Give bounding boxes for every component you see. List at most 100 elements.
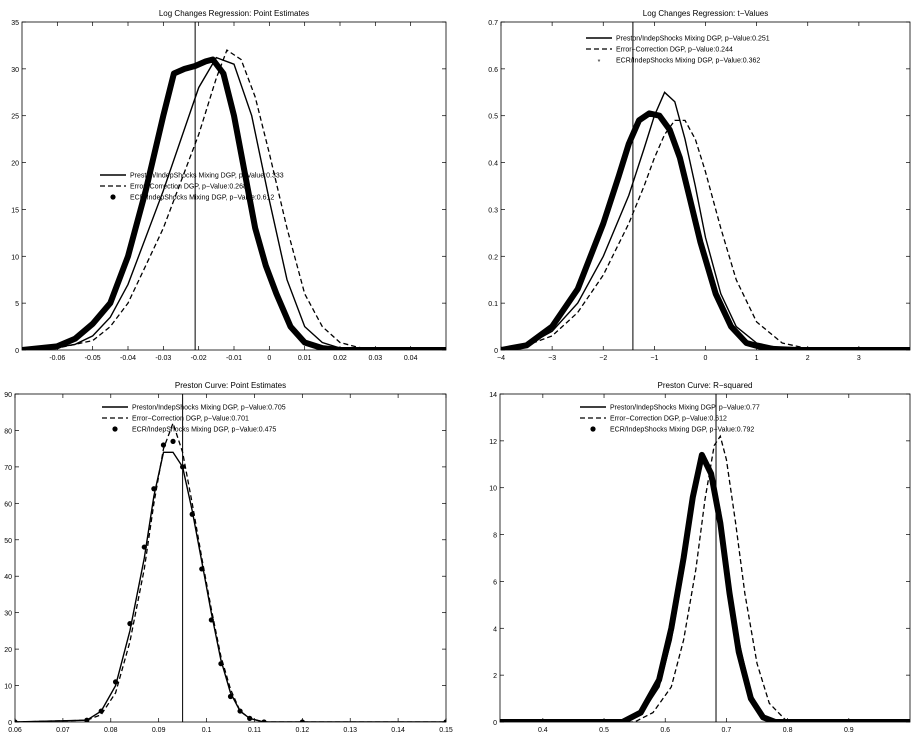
x-tick-label: -0.02 xyxy=(191,355,207,362)
series-3-point xyxy=(699,452,705,458)
y-tick-label: 0.5 xyxy=(488,114,498,121)
series-line-1 xyxy=(500,455,910,722)
x-tick-label: 0.02 xyxy=(333,355,347,362)
x-tick-label: 0 xyxy=(267,355,271,362)
x-tick-label: 0.13 xyxy=(343,727,357,734)
plot-area xyxy=(500,21,911,351)
series-3-point xyxy=(203,58,209,64)
series-group xyxy=(500,434,910,722)
legend-marker-star: * xyxy=(598,59,601,66)
series-3-point xyxy=(242,169,248,175)
y-tick-label: 0.4 xyxy=(488,161,498,168)
y-tick-label: 0.2 xyxy=(488,254,498,261)
series-3-point xyxy=(231,113,237,119)
legend-marker-dot xyxy=(110,194,116,200)
y-tick-label: 12 xyxy=(489,439,497,446)
y-tick-label: 10 xyxy=(4,684,12,691)
series-group xyxy=(501,91,910,350)
x-tick-label: -0.06 xyxy=(49,355,65,362)
x-tick-label: -0.04 xyxy=(120,355,136,362)
y-tick-label: 0 xyxy=(8,720,12,727)
series-3-point xyxy=(273,291,279,297)
plot-area xyxy=(499,393,911,723)
x-tick-label: 2 xyxy=(806,355,810,362)
x-tick-label: 0.14 xyxy=(391,727,405,734)
y-tick-label: 20 xyxy=(11,161,19,168)
chart-panel-2: Log Changes Regression: t−Values −4 −3 −2 −1… xyxy=(488,9,911,362)
y-tick-label: 4 xyxy=(493,626,497,633)
y-tick-label: 10 xyxy=(489,486,497,493)
x-tick-label: −2 xyxy=(599,355,607,362)
series-line-1 xyxy=(22,56,446,350)
chart-panel-4: Preston Curve: R−squared 0.4 0.5 0.6 0.7 0.8 0… xyxy=(489,381,911,734)
x-tick-label: 0.8 xyxy=(783,727,793,734)
legend-marker-dot xyxy=(590,426,596,432)
y-tick-label: 8 xyxy=(493,533,497,540)
legend: Preston/IndepShocks Mixing DGP, p−Value:… xyxy=(586,36,770,66)
series-3-point xyxy=(220,70,226,77)
x-tick-label: 0.4 xyxy=(538,727,548,734)
series-line-3 xyxy=(22,56,446,350)
series-line-2 xyxy=(22,49,446,350)
y-tick-label: 90 xyxy=(4,392,12,399)
series-3-point xyxy=(90,321,96,327)
series-3-point xyxy=(170,438,176,444)
x-tick-label: 0.12 xyxy=(296,727,310,734)
series-line-2 xyxy=(15,421,446,722)
series-3-point xyxy=(143,188,149,194)
y-tick-label: 40 xyxy=(4,574,12,581)
series-group xyxy=(22,49,446,350)
series-line-1 xyxy=(501,91,910,350)
y-tick-label: 6 xyxy=(493,579,497,586)
x-tick-label: 0.06 xyxy=(8,727,22,734)
x-tick-label: −4 xyxy=(497,355,505,362)
y-tick-label: 15 xyxy=(11,207,19,214)
legend: Preston/IndepShocks Mixing DGP, p−Value:… xyxy=(102,405,286,434)
y-tick-label: 5 xyxy=(15,301,19,308)
y-tick-label: 50 xyxy=(4,538,12,545)
x-tick-label: 0.5 xyxy=(599,727,609,734)
legend-label: Error−Correction DGP, p−Value:0.612 xyxy=(610,416,727,423)
x-tick-label: 0.9 xyxy=(844,727,854,734)
legend-label: Error−Correction DGP, p−Value:0.268 xyxy=(130,184,247,191)
x-tick-label: 0.08 xyxy=(104,727,118,734)
y-tick-label: 70 xyxy=(4,465,12,472)
legend: Preston/IndepShocks Mixing DGP, p−Value:… xyxy=(580,405,760,434)
legend-label: Error−Correction DGP, p−Value:0.701 xyxy=(132,416,249,423)
x-tick-label: 0.1 xyxy=(202,727,212,734)
legend-label: Preston/IndepShocks Mixing DGP, p−Value:… xyxy=(616,36,770,43)
chart-panel-1: Log Changes Regression: Point Estimates -… xyxy=(11,9,447,362)
series-3-point xyxy=(181,66,188,72)
legend-label: ECR/IndepShocks Mixing DGP, p−Value:0.79… xyxy=(610,427,754,434)
legend-label: ECR/IndepShocks Mixing DGP, p−Value:0.47… xyxy=(132,427,276,434)
series-3-point xyxy=(252,225,258,231)
chart-title: Preston Curve: Point Estimates xyxy=(175,381,286,390)
series-3-point xyxy=(302,339,308,346)
x-tick-label: 0.6 xyxy=(660,727,670,734)
legend-label: Preston/IndepShocks Mixing DGP, p−Value:… xyxy=(130,173,284,180)
y-tick-label: 2 xyxy=(493,673,497,680)
x-tick-label: -0.05 xyxy=(85,355,101,362)
y-tick-label: 30 xyxy=(4,611,12,618)
y-tick-label: 0.7 xyxy=(488,20,498,27)
chart-title: Log Changes Regression: t−Values xyxy=(643,9,769,18)
x-tick-label: 0.09 xyxy=(152,727,166,734)
series-3-point xyxy=(736,649,742,655)
y-tick-label: 80 xyxy=(4,428,12,435)
y-tick-label: 0.3 xyxy=(488,207,498,214)
series-3-point xyxy=(107,300,113,306)
y-tick-label: 25 xyxy=(11,114,19,121)
x-tick-label: 0.04 xyxy=(404,355,418,362)
x-tick-label: 0 xyxy=(704,355,708,362)
legend-label: Preston/IndepShocks Mixing DGP, p−Value:… xyxy=(132,405,286,412)
series-3-point xyxy=(319,345,325,350)
y-tick-label: 30 xyxy=(11,67,19,74)
series-line-2 xyxy=(500,434,910,722)
x-tick-label: -0.01 xyxy=(226,355,242,362)
y-tick-label: 60 xyxy=(4,501,12,508)
x-tick-label: 0.11 xyxy=(248,727,261,734)
chart-title: Preston Curve: R−squared xyxy=(658,381,753,390)
x-tick-label: 0.15 xyxy=(439,727,453,734)
x-tick-label: 0.7 xyxy=(722,727,732,734)
y-tick-label: 20 xyxy=(4,647,12,654)
